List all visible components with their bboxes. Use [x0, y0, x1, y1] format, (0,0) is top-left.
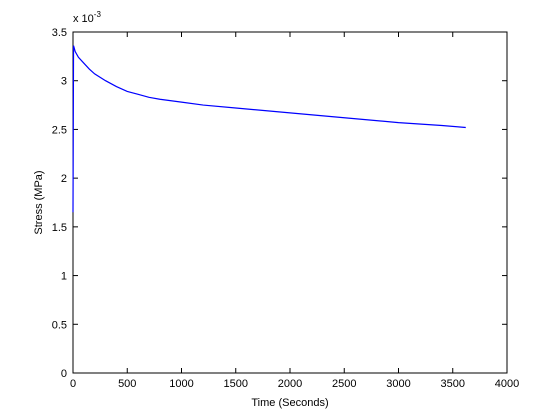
x-tick-label: 1000: [169, 378, 193, 390]
y-axis-ticks: 0 0.5 1 1.5 2 2.5 3 3.5: [52, 27, 507, 380]
x-axis-ticks: 0 500 1000 1500 2000 2500 3000 3500 4000: [70, 32, 519, 390]
y-axis-exponent-base: x 10: [73, 13, 94, 25]
y-axis-exponent-power: -3: [94, 10, 102, 19]
y-axis-exponent: x 10-3: [73, 10, 101, 25]
plot-frame: [72, 31, 508, 374]
y-tick-label: 1.5: [52, 222, 67, 234]
y-tick-label: 2.5: [52, 124, 67, 136]
x-tick-label: 2000: [278, 378, 302, 390]
y-tick-label: 0: [61, 368, 67, 380]
y-tick-label: 1: [61, 271, 67, 283]
series-layer: [72, 45, 466, 213]
x-tick-label: 1500: [224, 378, 248, 390]
x-tick-label: 4000: [495, 378, 519, 390]
x-tick-label: 500: [118, 378, 136, 390]
stress-series-line: [72, 45, 466, 213]
y-tick-label: 2: [61, 173, 67, 185]
x-tick-label: 3000: [386, 378, 410, 390]
y-tick-label: 0.5: [52, 319, 67, 331]
plot-area: [72, 31, 508, 374]
x-tick-label: 0: [70, 378, 76, 390]
y-axis-label: Stress (MPa): [33, 170, 45, 234]
x-axis-label: Time (Seconds): [251, 397, 328, 409]
y-tick-label: 3.5: [52, 27, 67, 39]
x-tick-label: 3500: [441, 378, 465, 390]
x-tick-label: 2500: [332, 378, 356, 390]
y-tick-label: 3: [61, 76, 67, 88]
